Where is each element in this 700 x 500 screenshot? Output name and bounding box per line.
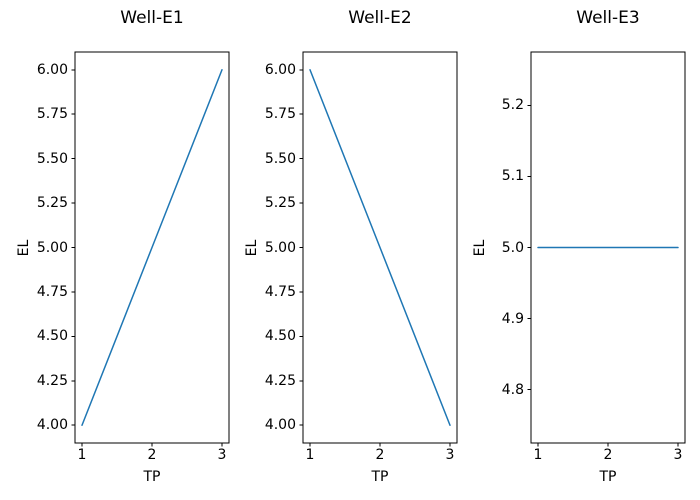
y-tick-label: 5.0	[501, 239, 524, 256]
x-tick-label: 1	[77, 447, 87, 463]
y-tick-label: 4.8	[501, 381, 524, 398]
y-tick-label: 5.50	[264, 150, 296, 167]
chart-title: Well-E1	[120, 8, 184, 28]
y-tick-label: 4.50	[36, 328, 68, 345]
x-tick-label: 3	[445, 447, 455, 463]
data-line	[309, 69, 451, 426]
y-tick-label: 4.00	[264, 417, 296, 434]
x-tick-label: 3	[673, 447, 683, 463]
y-tick-label: 4.9	[501, 310, 524, 327]
y-tick-label: 5.75	[36, 106, 68, 123]
x-axis-label: TP	[143, 469, 161, 485]
x-tick-label: 2	[375, 447, 385, 463]
x-tick-label: 1	[533, 447, 543, 463]
y-axis-label: EL	[244, 239, 260, 256]
y-tick-label: 4.75	[36, 283, 68, 300]
y-tick-label: 5.1	[501, 168, 524, 185]
y-tick-label: 5.25	[36, 195, 68, 212]
y-tick-label: 5.00	[36, 239, 68, 256]
y-tick-label: 5.00	[264, 239, 296, 256]
y-tick-label: 4.75	[264, 283, 296, 300]
x-tick-label: 2	[603, 447, 613, 463]
y-tick-label: 6.00	[264, 61, 296, 78]
y-axis-label: EL	[16, 239, 32, 256]
x-axis-label: TP	[371, 469, 389, 485]
y-tick-label: 5.2	[501, 97, 524, 114]
y-tick-label: 5.75	[264, 106, 296, 123]
y-tick-label: 5.25	[264, 195, 296, 212]
x-axis-label: TP	[599, 469, 617, 485]
y-tick-label: 4.25	[264, 372, 296, 389]
chart-title: Well-E3	[576, 8, 640, 28]
y-tick-label: 4.50	[264, 328, 296, 345]
y-tick-label: 4.25	[36, 372, 68, 389]
x-tick-label: 2	[147, 447, 157, 463]
y-axis-label: EL	[472, 239, 488, 256]
y-tick-label: 4.00	[36, 417, 68, 434]
x-tick-label: 3	[217, 447, 227, 463]
x-tick-label: 1	[305, 447, 315, 463]
data-line	[81, 69, 223, 426]
y-tick-label: 6.00	[36, 61, 68, 78]
chart-title: Well-E2	[348, 8, 412, 28]
y-tick-label: 5.50	[36, 150, 68, 167]
